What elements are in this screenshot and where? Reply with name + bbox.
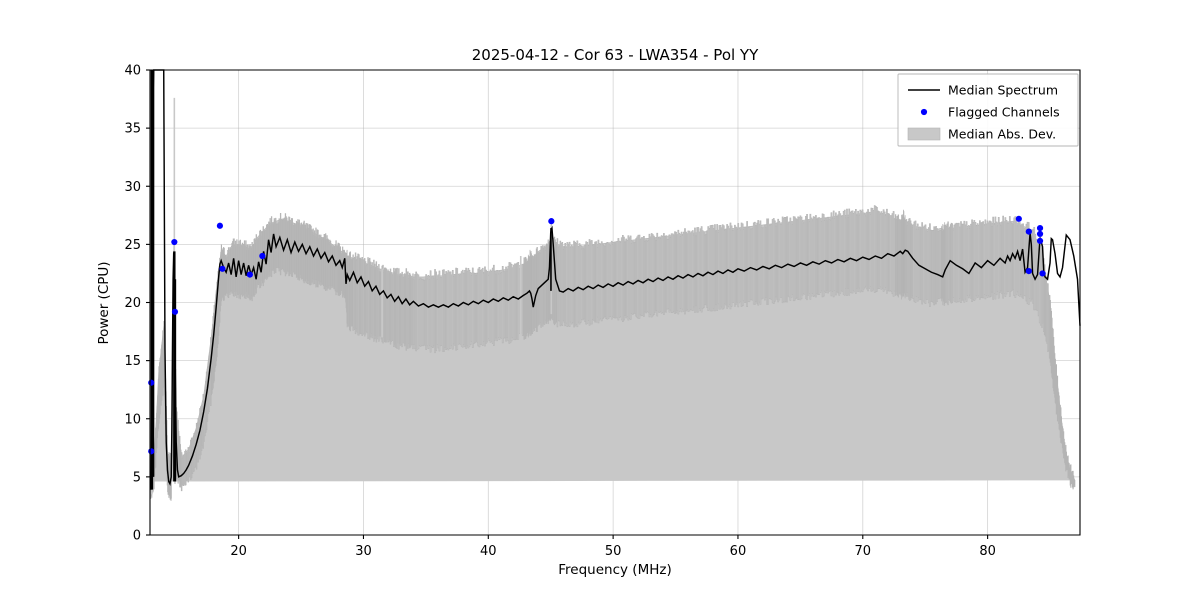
axis-ticks: 20 30 40 50 60 70 80 0 5 10 15 20 25 30 35 40 [124, 64, 995, 560]
x-tick-label: 20 [230, 544, 247, 559]
legend-label: Flagged Channels [948, 105, 1060, 120]
y-tick-label: 20 [124, 296, 141, 311]
legend-label: Median Spectrum [948, 83, 1058, 98]
x-axis-label: Frequency (MHz) [558, 562, 671, 578]
x-tick-label: 30 [355, 544, 372, 559]
y-tick-label: 35 [124, 122, 141, 137]
y-tick-label: 25 [124, 238, 141, 253]
median-abs-dev-band [151, 70, 1076, 501]
y-tick-label: 10 [124, 412, 141, 427]
y-tick-label: 5 [133, 470, 141, 485]
axes-frame [149, 69, 1081, 536]
median-spectrum-line [149, 69, 1081, 490]
legend-label: Median Abs. Dev. [948, 127, 1056, 142]
chart-legend[interactable]: Median Spectrum Flagged Channels Median Ab… [897, 73, 1079, 147]
y-tick-label: 15 [124, 354, 141, 369]
x-tick-label: 50 [605, 544, 622, 559]
chart-title: 2025-04-12 - Cor 63 - LWA354 - Pol YY [472, 46, 759, 64]
y-tick-label: 30 [124, 180, 141, 195]
y-axis-label: Power (CPU) [96, 261, 112, 344]
x-tick-label: 80 [979, 544, 996, 559]
y-tick-label: 40 [124, 64, 141, 79]
y-tick-label: 0 [133, 529, 141, 544]
x-tick-label: 40 [480, 544, 497, 559]
x-tick-label: 70 [855, 544, 872, 559]
x-tick-label: 60 [730, 544, 747, 559]
